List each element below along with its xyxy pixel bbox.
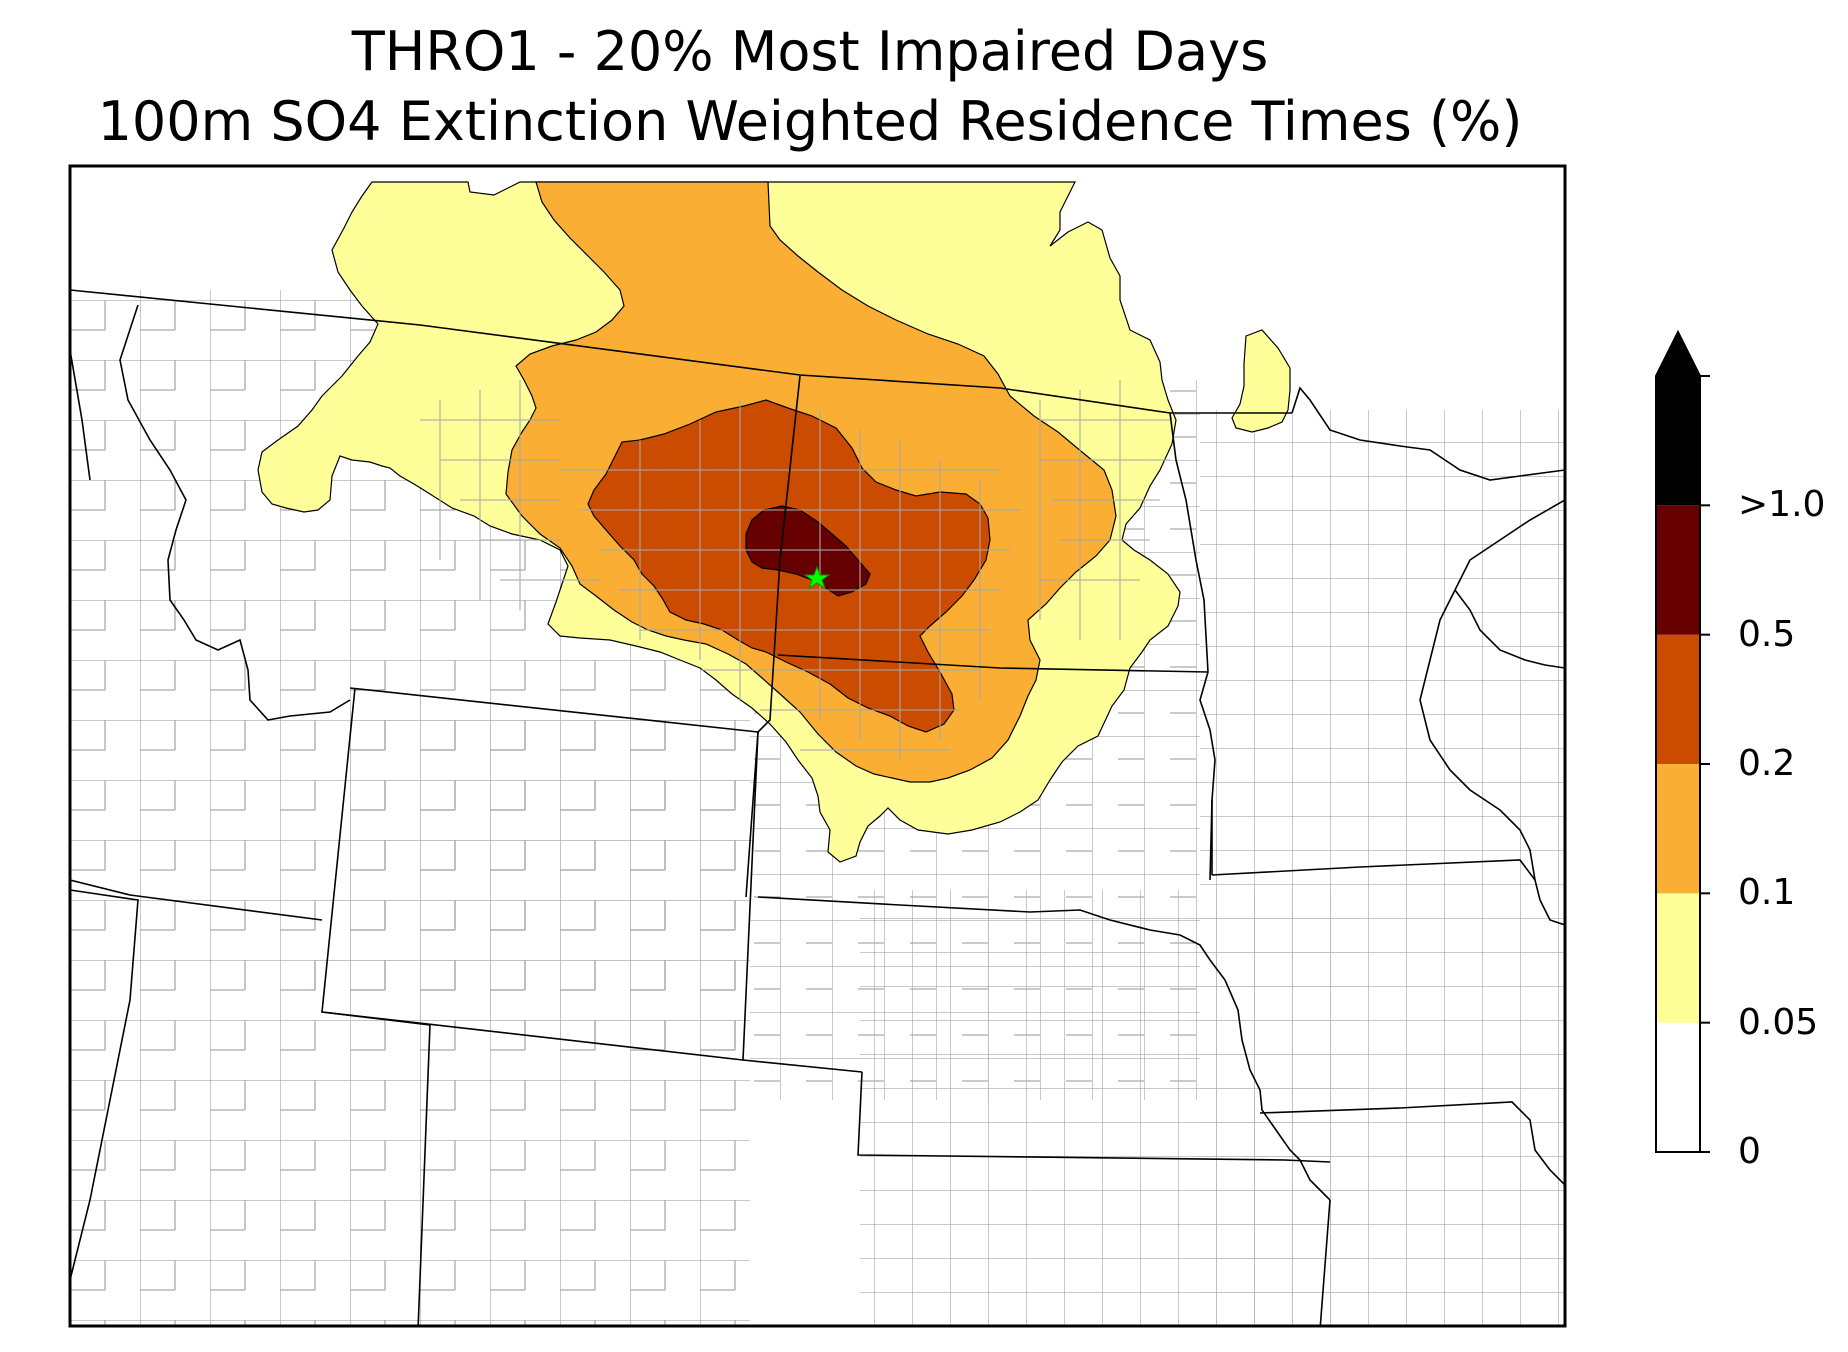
colorbar-tick-label: 0.2 — [1738, 743, 1796, 784]
star-icon — [803, 565, 831, 590]
colorbar-tick-label: >1.0 — [1738, 484, 1826, 526]
canada-us-border — [70, 289, 1292, 414]
colorbar — [1655, 329, 1710, 1153]
colorbar-tick-label: 0 — [1738, 1131, 1761, 1172]
map-frame — [68, 164, 1567, 1328]
colorbar-bin — [1656, 1022, 1700, 1152]
residence-contours — [257, 181, 1291, 863]
colorbar-extend-arrow — [1656, 332, 1700, 376]
contour-0.05-ne — [1231, 329, 1291, 433]
map-area — [70, 181, 1565, 1326]
state-boundaries — [70, 289, 1565, 1326]
colorbar-bin — [1656, 764, 1700, 894]
map-title-line1: THRO1 - 20% Most Impaired Days — [351, 20, 1269, 83]
colorbar-bin — [1656, 505, 1700, 635]
colorbar-tick-label: 0.05 — [1738, 1001, 1819, 1043]
colorbar-bin — [1656, 893, 1700, 1023]
map-title-line2: 100m SO4 Extinction Weighted Residence T… — [97, 90, 1523, 153]
colorbar-bin — [1656, 634, 1700, 764]
county-lines-overlay — [420, 380, 1170, 760]
colorbar-outline — [1655, 329, 1701, 1153]
colorbar-tick-label: 0.5 — [1738, 613, 1796, 655]
colorbar-bin — [1656, 376, 1700, 506]
contour-0.5 — [745, 505, 871, 597]
colorbar-tick-label: 0.1 — [1738, 872, 1796, 914]
